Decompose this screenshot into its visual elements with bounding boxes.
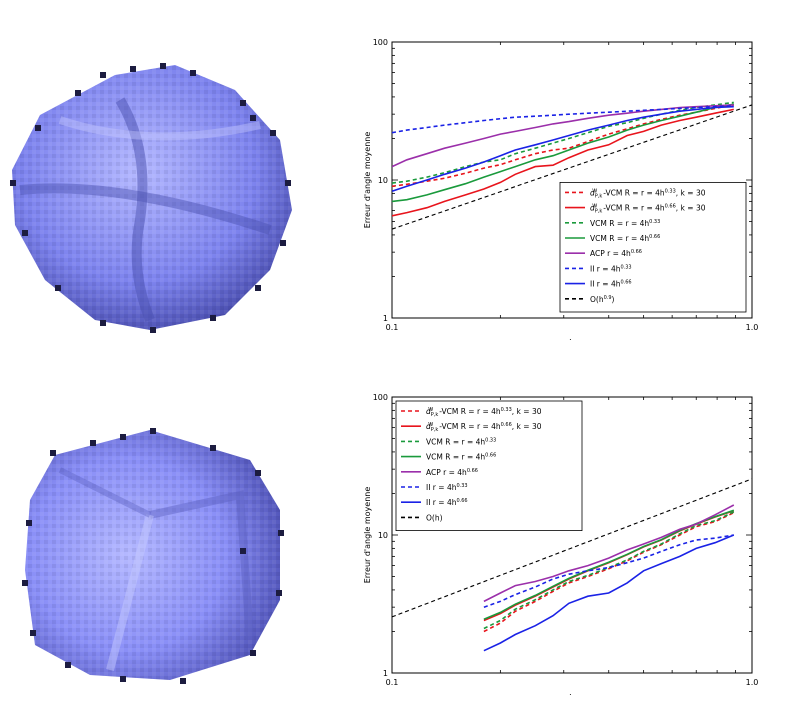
legend-entry: dP,kW -VCM R = r = 4h0.33, k = 30 bbox=[426, 407, 542, 418]
legend-entry: VCM R = r = 4h0.66 bbox=[590, 234, 660, 243]
x-axis-label: h bbox=[569, 694, 575, 695]
x-tick-label: 0.1 bbox=[386, 678, 399, 687]
series-line-O-h-0-9- bbox=[392, 104, 752, 230]
legend-entry: VCM R = r = 4h0.66 bbox=[426, 453, 496, 462]
legend-entry: II r = 4h0.33 bbox=[426, 483, 468, 492]
angle-error-chart-top: 0.1 1.0 1 10 100 h Erreur d'angle moyenne dP,kW… bbox=[363, 38, 759, 340]
series-line-VCM-R-r-4h-0-66 bbox=[392, 103, 734, 203]
x-axis-label: h bbox=[569, 339, 575, 340]
legend-entry: O(h0.9) bbox=[590, 295, 615, 304]
series-line-ACP-r-4h-0-66 bbox=[392, 104, 734, 168]
plot-area bbox=[392, 478, 752, 652]
legend-entry: II r = 4h0.66 bbox=[590, 280, 632, 289]
y-axis-label: Erreur d'angle moyenne bbox=[363, 487, 372, 584]
legend-entry: II r = 4h0.66 bbox=[426, 498, 468, 507]
x-tick-label: 1.0 bbox=[746, 678, 759, 687]
legend-entry: II r = 4h0.33 bbox=[590, 264, 632, 273]
legend-entry: dP,kW -VCM R = r = 4h0.66, k = 30 bbox=[590, 204, 706, 215]
series-line-VCM-R-r-4h-0-33 bbox=[483, 511, 735, 630]
noisy-cube-render bbox=[0, 400, 300, 700]
legend-entry: ACP r = 4h0.66 bbox=[426, 468, 478, 477]
series-line-II-r-4h-0-66 bbox=[392, 105, 734, 192]
y-tick-label: 1 bbox=[383, 669, 388, 678]
y-tick-label: 1 bbox=[383, 314, 388, 323]
legend-entry: ACP r = 4h0.66 bbox=[590, 249, 642, 258]
y-tick-label: 10 bbox=[378, 176, 388, 185]
legend: dP,kW -VCM R = r = 4h0.33, k = 30 dP,kW -VC… bbox=[395, 400, 583, 532]
legend-box bbox=[559, 181, 747, 313]
y-tick-label: 10 bbox=[378, 531, 388, 540]
noisy-sphere-cube-render bbox=[0, 30, 300, 340]
legend-entry: dP,kW -VCM R = r = 4h0.66, k = 30 bbox=[426, 422, 542, 433]
series-line-II-r-4h-0-33 bbox=[392, 105, 734, 134]
legend: dP,kW -VCM R = r = 4h0.33, k = 30 dP,kW -VC… bbox=[559, 181, 747, 313]
angle-error-chart-bottom: 0.1 1.0 1 10 100 h Erreur d'angle moyenne dP,kW… bbox=[363, 393, 759, 695]
legend-box bbox=[395, 400, 583, 532]
series-line-II-r-4h-0-66 bbox=[483, 534, 735, 652]
y-tick-label: 100 bbox=[373, 393, 388, 402]
x-tick-label: 0.1 bbox=[386, 323, 399, 332]
x-tick-label: 1.0 bbox=[746, 323, 759, 332]
series-line-II-r-4h-0-33 bbox=[483, 534, 734, 608]
series-line-dPk-VCM-R-r-4h-0-33-k-30 bbox=[483, 511, 735, 633]
series-line-dPk-VCM-R-r-4h-0-33-k-30 bbox=[392, 104, 734, 188]
legend-entry: VCM R = r = 4h0.33 bbox=[426, 437, 496, 446]
series-line-O-h- bbox=[392, 478, 752, 618]
y-tick-label: 100 bbox=[373, 38, 388, 47]
series-line-ACP-r-4h-0-66 bbox=[483, 504, 735, 603]
y-axis-label: Erreur d'angle moyenne bbox=[363, 132, 372, 229]
legend-entry: VCM R = r = 4h0.33 bbox=[590, 219, 660, 228]
series-line-dPk-VCM-R-r-4h-0-66-k-30 bbox=[392, 108, 734, 217]
legend-entry: dP,kW -VCM R = r = 4h0.33, k = 30 bbox=[590, 188, 706, 199]
plot-area bbox=[392, 101, 752, 230]
legend-entry: O(h) bbox=[426, 513, 443, 522]
